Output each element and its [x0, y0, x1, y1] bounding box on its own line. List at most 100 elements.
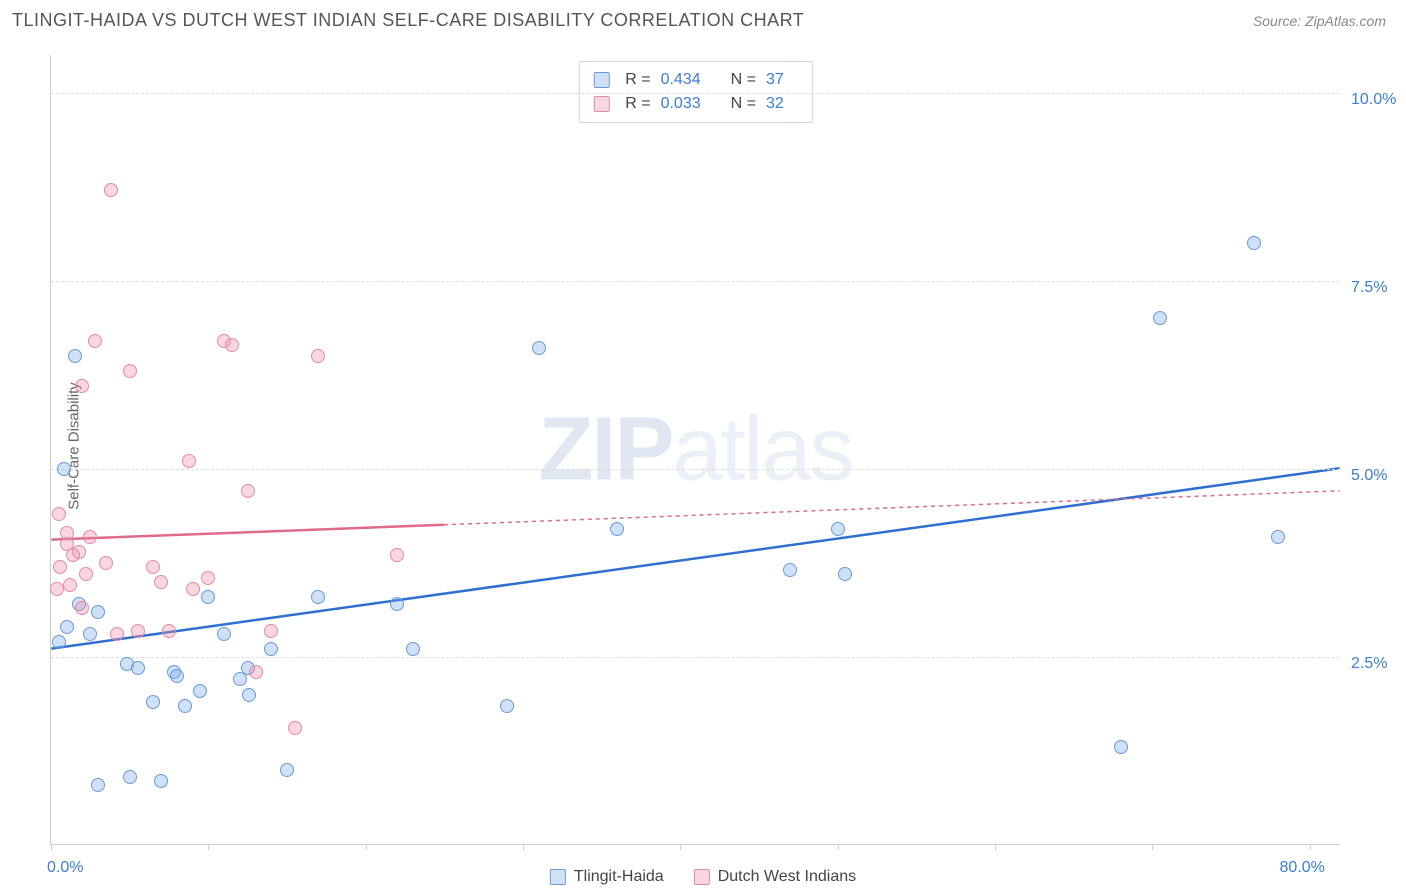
- x-tick: [838, 844, 839, 850]
- r-label: R =: [625, 68, 650, 92]
- legend-label: Tlingit-Haida: [574, 868, 664, 886]
- scatter-point: [532, 341, 546, 355]
- legend-item: Tlingit-Haida: [550, 868, 664, 886]
- gridline: [51, 93, 1340, 94]
- scatter-point: [311, 590, 325, 604]
- scatter-point: [242, 688, 256, 702]
- x-tick: [995, 844, 996, 850]
- scatter-point: [162, 624, 176, 638]
- x-tick: [523, 844, 524, 850]
- legend-swatch-1: [593, 96, 609, 112]
- scatter-point: [288, 721, 302, 735]
- scatter-point: [52, 635, 66, 649]
- gridline: [51, 281, 1340, 282]
- scatter-point: [52, 507, 66, 521]
- scatter-point: [1271, 530, 1285, 544]
- legend-row-series-1: R = 0.033 N = 32: [593, 92, 798, 116]
- x-tick: [1310, 844, 1311, 850]
- scatter-point: [264, 624, 278, 638]
- scatter-point: [783, 563, 797, 577]
- scatter-point: [241, 484, 255, 498]
- scatter-point: [75, 601, 89, 615]
- scatter-point: [201, 571, 215, 585]
- scatter-point: [186, 582, 200, 596]
- scatter-point: [75, 379, 89, 393]
- scatter-point: [131, 624, 145, 638]
- scatter-point: [178, 699, 192, 713]
- scatter-point: [131, 661, 145, 675]
- scatter-point: [154, 774, 168, 788]
- scatter-point: [182, 454, 196, 468]
- scatter-point: [390, 597, 404, 611]
- x-tick-label: 80.0%: [1280, 859, 1325, 877]
- scatter-point: [83, 627, 97, 641]
- chart-title: TLINGIT-HAIDA VS DUTCH WEST INDIAN SELF-…: [12, 10, 804, 31]
- scatter-point: [79, 567, 93, 581]
- x-tick-label: 0.0%: [47, 859, 83, 877]
- scatter-point: [390, 548, 404, 562]
- r-value-1: 0.033: [661, 92, 701, 116]
- scatter-point: [154, 575, 168, 589]
- gridline: [51, 469, 1340, 470]
- n-label: N =: [731, 92, 756, 116]
- scatter-point: [83, 530, 97, 544]
- watermark: ZIPatlas: [538, 398, 852, 501]
- scatter-point: [264, 642, 278, 656]
- scatter-point: [68, 349, 82, 363]
- trend-lines: [51, 55, 1340, 844]
- scatter-point: [838, 567, 852, 581]
- scatter-point: [146, 560, 160, 574]
- n-label: N =: [731, 68, 756, 92]
- scatter-point: [249, 665, 263, 679]
- r-value-0: 0.434: [661, 68, 701, 92]
- scatter-point: [406, 642, 420, 656]
- legend-row-series-0: R = 0.434 N = 37: [593, 68, 798, 92]
- scatter-point: [88, 334, 102, 348]
- x-tick: [1152, 844, 1153, 850]
- y-tick-label: 7.5%: [1351, 279, 1387, 297]
- legend-swatch: [694, 869, 710, 885]
- x-tick: [51, 844, 52, 850]
- scatter-point: [72, 545, 86, 559]
- n-value-1: 32: [766, 92, 784, 116]
- scatter-point: [91, 605, 105, 619]
- x-tick: [208, 844, 209, 850]
- n-value-0: 37: [766, 68, 784, 92]
- watermark-atlas: atlas: [672, 399, 852, 499]
- scatter-point: [225, 338, 239, 352]
- scatter-point: [193, 684, 207, 698]
- scatter-point: [57, 462, 71, 476]
- x-tick: [680, 844, 681, 850]
- scatter-point: [201, 590, 215, 604]
- legend-item: Dutch West Indians: [694, 868, 856, 886]
- scatter-point: [123, 770, 137, 784]
- scatter-point: [91, 778, 105, 792]
- legend-swatch-0: [593, 72, 609, 88]
- y-tick-label: 5.0%: [1351, 467, 1387, 485]
- chart-plot-area: ZIPatlas R = 0.434 N = 37 R = 0.033 N = …: [50, 55, 1340, 845]
- scatter-point: [53, 560, 67, 574]
- scatter-point: [170, 669, 184, 683]
- scatter-point: [500, 699, 514, 713]
- scatter-point: [123, 364, 137, 378]
- scatter-point: [831, 522, 845, 536]
- scatter-point: [104, 183, 118, 197]
- watermark-zip: ZIP: [538, 399, 672, 499]
- scatter-point: [610, 522, 624, 536]
- scatter-point: [217, 627, 231, 641]
- chart-source: Source: ZipAtlas.com: [1253, 13, 1386, 29]
- scatter-point: [280, 763, 294, 777]
- scatter-point: [63, 578, 77, 592]
- x-tick: [366, 844, 367, 850]
- scatter-point: [311, 349, 325, 363]
- y-tick-label: 10.0%: [1351, 91, 1396, 109]
- scatter-point: [60, 620, 74, 634]
- scatter-point: [60, 526, 74, 540]
- scatter-point: [1114, 740, 1128, 754]
- series-legend: Tlingit-Haida Dutch West Indians: [550, 868, 856, 886]
- y-tick-label: 2.5%: [1351, 655, 1387, 673]
- scatter-point: [1247, 236, 1261, 250]
- legend-swatch: [550, 869, 566, 885]
- scatter-point: [146, 695, 160, 709]
- r-label: R =: [625, 92, 650, 116]
